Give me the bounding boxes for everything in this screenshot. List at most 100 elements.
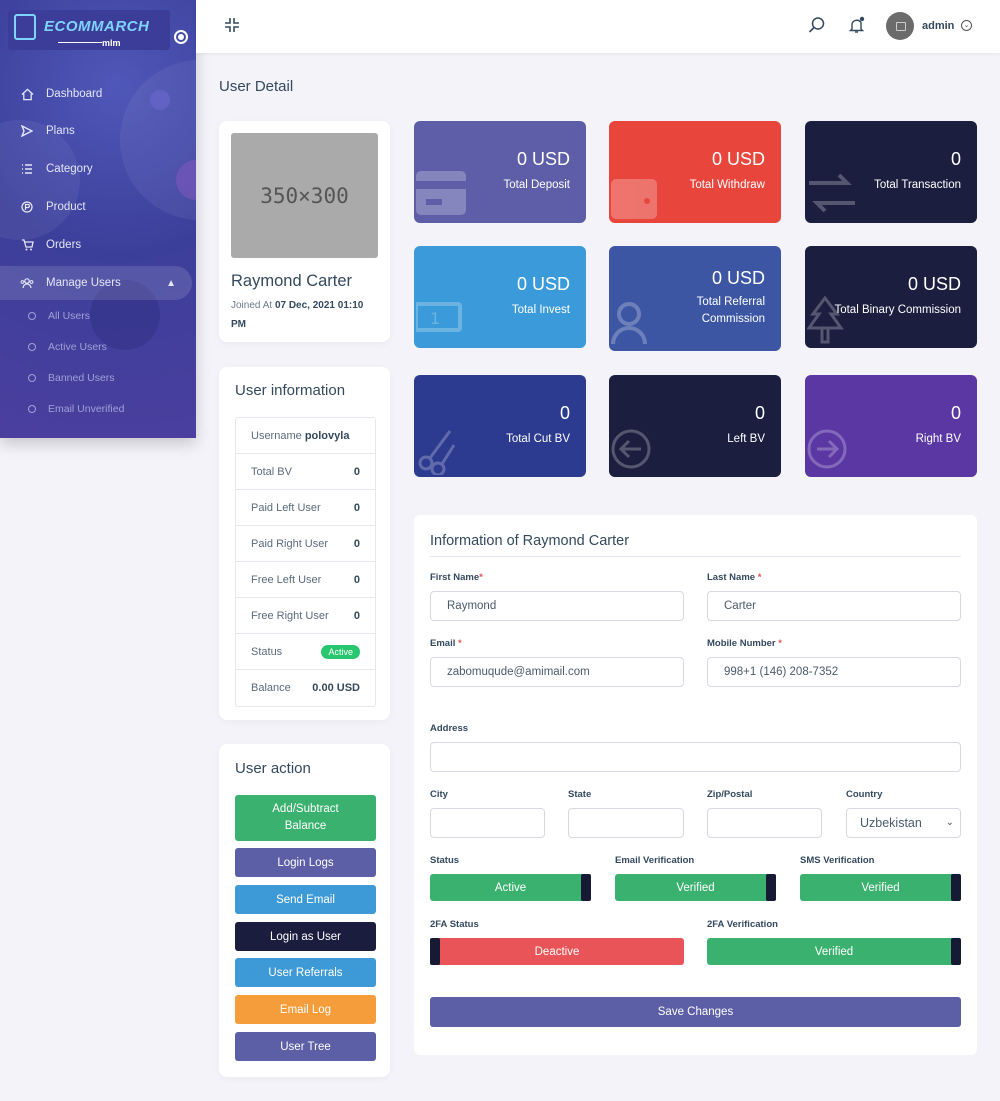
username-value: polovyla [304, 429, 350, 442]
twofa-status-label: 2FA Status [430, 919, 479, 930]
svg-text:1: 1 [430, 309, 440, 328]
sidebar-item-category[interactable]: Category [0, 152, 196, 186]
send-icon [20, 124, 34, 138]
first-name-label: First Name* [430, 572, 483, 583]
list-item: Username polovyla [236, 418, 375, 454]
user-form-card: Information of Raymond Carter First Name… [414, 515, 977, 1055]
sidebar-toggle-icon[interactable] [174, 30, 188, 44]
list-item: Free Right User 0 [236, 598, 375, 634]
user-icon [611, 302, 647, 345]
city-field[interactable] [430, 808, 545, 838]
widget-value: 0 USD [711, 268, 765, 288]
send-email-button[interactable]: Send Email [235, 885, 376, 914]
compress-icon[interactable] [224, 17, 242, 35]
widget-total-withdraw[interactable]: 0 USD Total Withdraw [609, 121, 781, 223]
widget-total-invest[interactable]: 1 0 USD Total Invest [414, 246, 586, 348]
widget-label: Left BV [727, 433, 765, 445]
sidebar-item-product[interactable]: Product [0, 190, 196, 224]
user-info-card: User information Username polovyla Total… [219, 367, 390, 720]
mobile-label: Mobile Number * [707, 638, 782, 649]
sidebar-item-label: Dashboard [46, 88, 103, 100]
widget-total-referral-commission[interactable]: 0 USD Total Referral Commission [609, 246, 781, 351]
status-toggle[interactable]: Active [430, 874, 591, 901]
widget-value: 0 [950, 403, 961, 423]
info-label: Free Right User [251, 609, 329, 622]
widget-label: Total Withdraw [689, 179, 765, 191]
mobile-field[interactable]: 998+1 (146) 208-7352 [707, 657, 961, 687]
admin-name[interactable]: admin [922, 20, 955, 32]
email-log-button[interactable]: Email Log [235, 995, 376, 1024]
login-logs-button[interactable]: Login Logs [235, 848, 376, 877]
widget-total-transaction[interactable]: 0 Total Transaction [805, 121, 977, 223]
widget-label: Total Transaction [874, 179, 961, 191]
user-action-card: User action Add/Subtract Balance Login L… [219, 744, 390, 1077]
widget-label: Total Deposit [503, 179, 570, 191]
twofa-verification-toggle[interactable]: Verified [707, 938, 961, 965]
sidebar-subitem-all-users[interactable]: All Users [0, 305, 196, 327]
address-field[interactable] [430, 742, 961, 772]
sidebar-item-label: Orders [46, 239, 82, 251]
widget-total-cut-bv[interactable]: 0 Total Cut BV [414, 375, 586, 477]
tree-icon [807, 296, 844, 344]
brand-logo[interactable]: ECOMMARCH mlm [8, 10, 170, 50]
arrow-right-circle-icon [807, 429, 847, 469]
chevron-down-icon[interactable]: ⌄ [961, 20, 972, 31]
toggle-label: Verified [814, 945, 854, 958]
sidebar-item-manage-users[interactable]: Manage Users ▲ [0, 266, 192, 300]
email-field[interactable]: zabomuqude@amimail.com [430, 657, 684, 687]
profile-name: Raymond Carter [231, 272, 353, 290]
money-icon: 1 [416, 302, 462, 332]
user-referrals-button[interactable]: User Referrals [235, 958, 376, 987]
divider [430, 556, 961, 557]
save-changes-button[interactable]: Save Changes [430, 997, 961, 1027]
last-name-input[interactable]: Carter [707, 591, 961, 621]
zip-field[interactable] [707, 808, 822, 838]
twofa-status-toggle[interactable]: Deactive [430, 938, 684, 965]
add-subtract-balance-button[interactable]: Add/Subtract Balance [235, 795, 376, 841]
sidebar-item-orders[interactable]: Orders [0, 228, 196, 262]
first-name-input[interactable]: Raymond [430, 591, 684, 621]
avatar[interactable] [886, 12, 914, 40]
sidebar-subitem-active-users[interactable]: Active Users [0, 336, 196, 358]
sidebar-item-label: Product [46, 201, 86, 213]
sms-verification-label: SMS Verification [800, 855, 875, 866]
brand-name: ECOMMARCH [44, 18, 150, 35]
brand-sub: mlm [102, 38, 121, 48]
zip-label: Zip/Postal [707, 789, 753, 800]
list-item: Paid Left User 0 [236, 490, 375, 526]
toggle-knob [951, 938, 961, 965]
state-field[interactable] [568, 808, 684, 838]
sidebar-subitem-banned-users[interactable]: Banned Users [0, 367, 196, 389]
search-icon[interactable] [808, 16, 826, 34]
sidebar-subitem-email-unverified[interactable]: Email Unverified [0, 398, 196, 420]
info-label: Status [251, 645, 283, 658]
sidebar-item-plans[interactable]: Plans [0, 114, 196, 148]
widget-value: 0 USD [516, 149, 570, 169]
info-value: 0 [353, 537, 360, 550]
user-info-list: Username polovyla Total BV 0 Paid Left U… [235, 417, 376, 707]
balance-value: 0.00 USD [312, 682, 360, 694]
widget-value: 0 USD [907, 274, 961, 294]
widget-total-binary-commission[interactable]: 0 USD Total Binary Commission [805, 246, 977, 348]
widget-value: 0 [950, 149, 961, 169]
topbar: admin ⌄ [196, 0, 1000, 53]
city-label: City [430, 789, 448, 800]
user-action-title: User action [235, 760, 311, 777]
widget-left-bv[interactable]: 0 Left BV [609, 375, 781, 477]
user-tree-button[interactable]: User Tree [235, 1032, 376, 1061]
list-icon [20, 162, 34, 176]
list-item: Balance 0.00 USD [236, 670, 375, 706]
info-value: 0 [353, 609, 360, 622]
info-label: Balance [251, 682, 291, 694]
form-title: Information of Raymond Carter [430, 533, 630, 549]
widget-total-deposit[interactable]: 0 USD Total Deposit [414, 121, 586, 223]
country-select[interactable]: Uzbekistan ⌄ [846, 808, 961, 838]
circle-icon [28, 374, 36, 382]
widget-right-bv[interactable]: 0 Right BV [805, 375, 977, 477]
bell-icon[interactable] [848, 16, 866, 34]
email-verification-toggle[interactable]: Verified [615, 874, 776, 901]
login-as-user-button[interactable]: Login as User [235, 922, 376, 951]
sidebar-item-dashboard[interactable]: Dashboard [0, 77, 196, 111]
sidebar-item-label: Category [46, 163, 93, 175]
sms-verification-toggle[interactable]: Verified [800, 874, 961, 901]
